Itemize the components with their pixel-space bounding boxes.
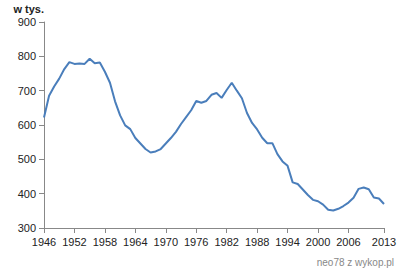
- svg-text:600: 600: [18, 119, 36, 131]
- svg-text:1988: 1988: [245, 236, 269, 248]
- svg-text:1946: 1946: [32, 236, 56, 248]
- svg-text:400: 400: [18, 188, 36, 200]
- svg-text:1970: 1970: [154, 236, 178, 248]
- svg-text:700: 700: [18, 85, 36, 97]
- svg-text:1982: 1982: [214, 236, 238, 248]
- svg-text:2006: 2006: [336, 236, 360, 248]
- svg-text:900: 900: [18, 16, 36, 28]
- svg-text:1952: 1952: [62, 236, 86, 248]
- svg-text:1994: 1994: [275, 236, 299, 248]
- svg-text:2000: 2000: [306, 236, 330, 248]
- svg-text:300: 300: [18, 222, 36, 234]
- svg-text:1964: 1964: [123, 236, 147, 248]
- svg-text:neo78 z wykop.pl: neo78 z wykop.pl: [317, 257, 394, 268]
- svg-text:1958: 1958: [93, 236, 117, 248]
- svg-text:2013: 2013: [372, 236, 396, 248]
- svg-text:w tys.: w tys.: [12, 3, 44, 15]
- svg-text:800: 800: [18, 50, 36, 62]
- svg-text:500: 500: [18, 153, 36, 165]
- svg-text:1976: 1976: [184, 236, 208, 248]
